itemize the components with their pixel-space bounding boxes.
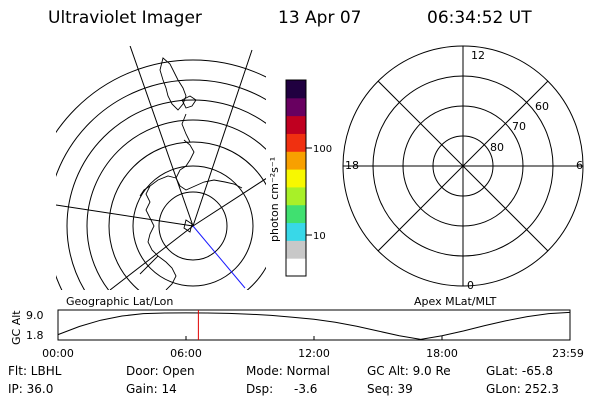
colorbar-band (286, 186, 306, 206)
colorbar-ticks (306, 147, 312, 236)
dsp-value: -3.6 (294, 382, 318, 396)
lat-label-80: 80 (490, 141, 504, 154)
glat-value: GLat: -65.8 (486, 364, 553, 378)
geo-meridians (56, 46, 266, 290)
instrument-title: Ultraviolet Imager (48, 8, 202, 28)
x-tick-18: 18:00 (426, 347, 458, 360)
altitude-y-tick-9: 9.0 (26, 309, 44, 322)
colorbar-band (286, 258, 306, 277)
colorbar: 100 10 photon cm⁻²s⁻¹ (268, 79, 332, 277)
colorbar-tick-100: 100 (313, 144, 332, 155)
date-label: 13 Apr 07 (278, 8, 362, 28)
ip-value: IP: 36.0 (8, 382, 54, 396)
altitude-plot: Geographic Lat/Lon Apex MLat/MLT 9.0 1.8… (10, 295, 584, 360)
gain-value: Gain: 14 (126, 382, 177, 396)
altitude-line (57, 311, 571, 340)
colorbar-tick-10: 10 (313, 231, 326, 242)
geographic-map (56, 46, 266, 290)
gc-alt-value: GC Alt: 9.0 Re (367, 364, 451, 378)
altitude-y-label: GC Alt (10, 310, 23, 345)
x-tick-2359: 23:59 (552, 347, 584, 360)
apex-label: Apex MLat/MLT (414, 295, 497, 308)
colorbar-band (286, 115, 306, 134)
filter-value: Flt: LBHL (8, 364, 62, 378)
seq-value: Seq: 39 (367, 382, 413, 396)
apex-polar-plot (342, 45, 584, 287)
colorbar-band (286, 169, 306, 188)
x-tick-12: 12:00 (298, 347, 330, 360)
lat-label-70: 70 (512, 120, 526, 133)
colorbar-band (286, 133, 306, 152)
mlt-label-6: 6 (576, 159, 583, 172)
altitude-y-tick-1-8: 1.8 (26, 329, 44, 342)
sun-direction-line (192, 225, 246, 289)
colorbar-band (286, 80, 306, 99)
mlt-label-18: 18 (345, 159, 359, 172)
colorbar-band (286, 97, 306, 117)
glon-value: GLon: 252.3 (486, 382, 559, 396)
geo-map-label: Geographic Lat/Lon (66, 295, 173, 308)
colorbar-band (286, 240, 306, 259)
mode-value: Mode: Normal (246, 364, 330, 378)
colorbar-band (286, 204, 306, 224)
x-tick-00: 00:00 (42, 347, 74, 360)
colorbar-frame (285, 79, 307, 277)
altitude-x-ticks (57, 336, 571, 340)
time-label: 06:34:52 UT (427, 8, 532, 28)
lat-label-60: 60 (535, 100, 549, 113)
mlt-label-12: 12 (471, 49, 485, 62)
geo-latitude-circles (56, 59, 266, 290)
colorbar-unit-label: photon cm⁻²s⁻¹ (268, 157, 281, 242)
coastline (139, 57, 243, 290)
colorbar-bands (286, 80, 306, 277)
colorbar-band (286, 151, 306, 170)
door-value: Door: Open (126, 364, 195, 378)
polar-spokes (343, 46, 583, 286)
colorbar-band (286, 222, 306, 241)
mlt-label-0: 0 (467, 279, 474, 292)
dsp-label: Dsp: (246, 382, 274, 396)
x-tick-06: 06:00 (170, 347, 202, 360)
